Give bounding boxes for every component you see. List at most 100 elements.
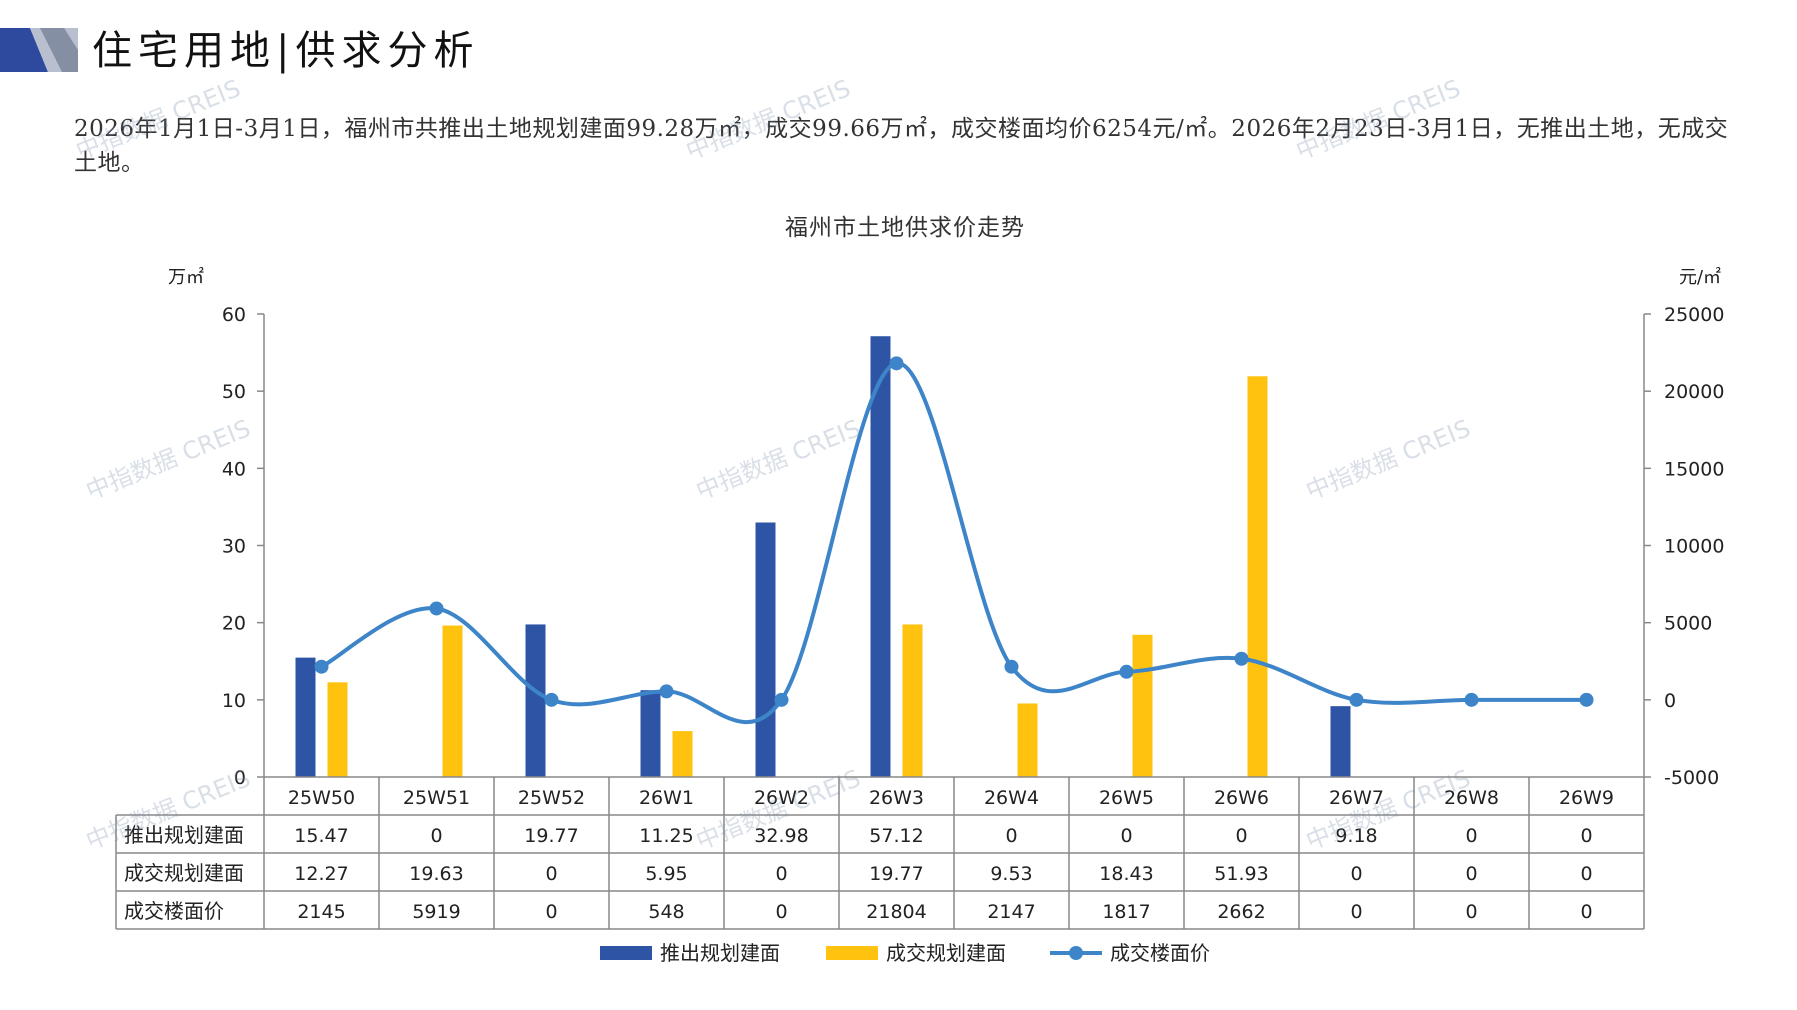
bar-deal [1132, 634, 1153, 777]
data-label: 2145 [297, 901, 345, 923]
price-point [1004, 659, 1019, 674]
data-label: 19.77 [524, 825, 578, 847]
price-point [1579, 692, 1594, 707]
data-label: 0 [1350, 863, 1362, 885]
data-label: 21804 [866, 901, 926, 923]
y-tick-label-right: -5000 [1664, 767, 1719, 789]
legend-swatch-deal [826, 946, 878, 960]
bar-deal [1247, 376, 1268, 777]
data-label: 9.18 [1335, 825, 1377, 847]
data-label: 0 [430, 825, 442, 847]
data-label: 0 [775, 863, 787, 885]
data-label: 9.53 [990, 863, 1032, 885]
x-tick-label: 25W52 [518, 787, 585, 809]
bar-supply [755, 522, 776, 777]
x-tick-label: 26W3 [869, 787, 924, 809]
data-label: 19.77 [869, 863, 923, 885]
legend-label-price: 成交楼面价 [1110, 941, 1210, 965]
y-tick-label-right: 5000 [1664, 613, 1712, 635]
y-tick-label-right: 25000 [1664, 304, 1724, 326]
data-label: 0 [1465, 825, 1477, 847]
legend-label-deal: 成交规划建面 [886, 941, 1006, 965]
y-axis-left-label: 万㎡ [168, 266, 204, 288]
price-point [659, 684, 674, 699]
price-point [544, 692, 559, 707]
data-label: 0 [1465, 863, 1477, 885]
data-label: 0 [1350, 901, 1362, 923]
data-label: 5.95 [645, 863, 687, 885]
data-label: 57.12 [869, 825, 923, 847]
header-accent-logo [0, 28, 78, 72]
data-label: 1817 [1102, 901, 1150, 923]
data-label: 0 [545, 901, 557, 923]
data-label: 12.27 [294, 863, 348, 885]
data-label: 2147 [987, 901, 1035, 923]
x-tick-label: 26W9 [1559, 787, 1614, 809]
data-label: 2662 [1217, 901, 1265, 923]
summary-text: 2026年1月1日-3月1日，福州市共推出土地规划建面99.28万㎡，成交99.… [74, 116, 1729, 176]
x-tick-label: 25W50 [288, 787, 355, 809]
x-tick-label: 26W5 [1099, 787, 1154, 809]
price-point [1119, 664, 1134, 679]
bar-deal [442, 625, 463, 777]
data-label: 18.43 [1099, 863, 1153, 885]
table-series-name: 成交规划建面 [124, 861, 244, 885]
x-tick-label: 25W51 [403, 787, 470, 809]
bar-deal [672, 731, 693, 777]
data-label: 0 [1120, 825, 1132, 847]
y-tick-label-left: 60 [222, 304, 246, 326]
bar-supply [870, 336, 891, 777]
price-point [1349, 692, 1364, 707]
bar-supply [1330, 706, 1351, 777]
y-tick-label-left: 30 [222, 536, 246, 558]
legend-marker-price [1069, 946, 1083, 960]
data-label: 0 [545, 863, 557, 885]
y-tick-label-left: 50 [222, 381, 246, 403]
data-label: 0 [1580, 863, 1592, 885]
x-tick-label: 26W1 [639, 787, 694, 809]
data-label: 0 [1580, 901, 1592, 923]
y-tick-label-right: 0 [1664, 690, 1676, 712]
bar-deal [1017, 703, 1038, 777]
table-series-name: 推出规划建面 [124, 823, 244, 847]
data-label: 548 [648, 901, 684, 923]
y-tick-label-right: 10000 [1664, 536, 1724, 558]
x-tick-label: 26W7 [1329, 787, 1384, 809]
price-line [320, 361, 1587, 725]
y-tick-label-left: 40 [222, 458, 246, 480]
price-point [1464, 692, 1479, 707]
y-tick-label-right: 20000 [1664, 381, 1724, 403]
bar-deal [902, 624, 923, 777]
x-tick-label: 26W2 [754, 787, 809, 809]
y-tick-label-left: 10 [222, 690, 246, 712]
x-tick-label: 26W8 [1444, 787, 1499, 809]
chart-title: 福州市土地供求价走势 [785, 215, 1025, 241]
data-label: 0 [1235, 825, 1247, 847]
data-label: 5919 [412, 901, 460, 923]
page-title: 住宅用地|供求分析 [92, 28, 480, 74]
data-label: 0 [1580, 825, 1592, 847]
x-tick-label: 26W4 [984, 787, 1039, 809]
y-axis-right-label: 元/㎡ [1679, 266, 1721, 288]
x-tick-label: 26W6 [1214, 787, 1269, 809]
data-label: 0 [1005, 825, 1017, 847]
legend-swatch-supply [600, 946, 652, 960]
data-label: 51.93 [1214, 863, 1268, 885]
bar-supply [525, 624, 546, 777]
data-label: 19.63 [409, 863, 463, 885]
data-label: 0 [775, 901, 787, 923]
y-tick-label-left: 0 [234, 767, 246, 789]
bar-supply [640, 690, 661, 777]
data-label: 32.98 [754, 825, 808, 847]
data-label: 15.47 [294, 825, 348, 847]
bar-supply [295, 657, 316, 777]
bar-deal [327, 682, 348, 777]
y-tick-label-left: 20 [222, 613, 246, 635]
data-label: 11.25 [639, 825, 693, 847]
table-series-name: 成交楼面价 [124, 899, 224, 923]
y-tick-label-right: 15000 [1664, 458, 1724, 480]
price-point [889, 356, 904, 371]
price-point [429, 601, 444, 616]
price-point [1234, 651, 1249, 666]
